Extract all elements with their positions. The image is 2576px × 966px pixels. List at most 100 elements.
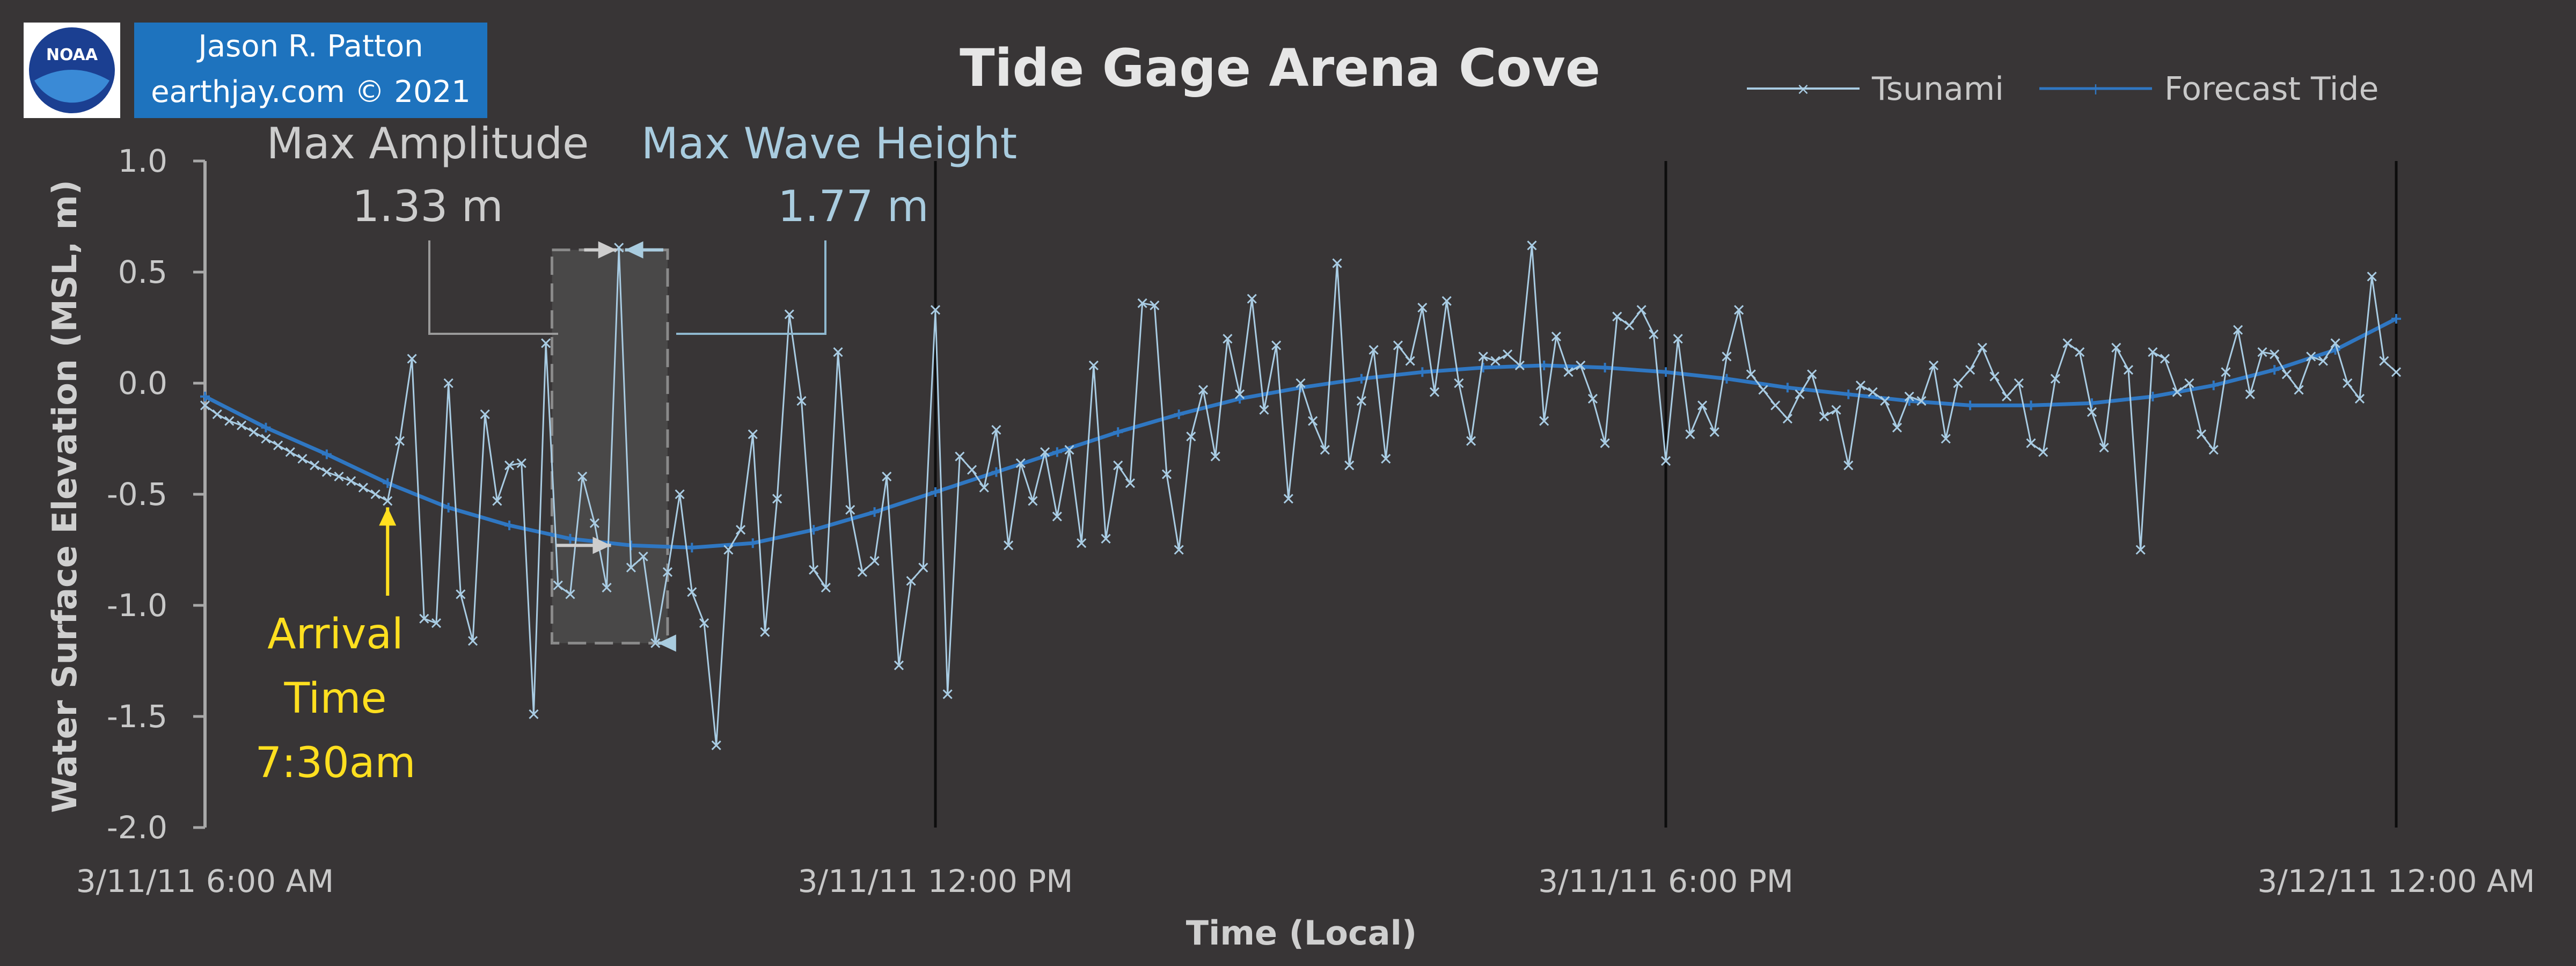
data-point-tsunami [1040, 447, 1050, 457]
data-point-tsunami [1101, 533, 1111, 544]
y-ticks: 1.0 0.5 0.0 -0.5 -1.0 -1.5 -2.0 [107, 143, 205, 846]
y-tick-label: 0.0 [118, 365, 167, 401]
data-point-tsunami [2306, 352, 2316, 362]
data-point-tsunami [443, 378, 453, 389]
data-point-tsunami [1734, 305, 1744, 315]
data-point-tsunami [918, 562, 928, 573]
data-point-forecast-tide [931, 487, 940, 497]
data-point-tsunami [1198, 385, 1209, 395]
data-point-tsunami [1746, 369, 1756, 379]
data-point-tsunami [1332, 258, 1342, 268]
series-layer [200, 240, 2402, 750]
data-point-tsunami [857, 567, 867, 577]
data-point-tsunami [1296, 378, 1306, 389]
data-point-tsunami [273, 440, 283, 450]
data-point-tsunami [1125, 478, 1135, 488]
data-point-tsunami [1113, 460, 1123, 471]
data-point-tsunami [2135, 545, 2146, 555]
data-point-tsunami [1210, 451, 1220, 462]
data-point-forecast-tide [1782, 383, 1792, 393]
credit-author: Jason R. Patton [196, 29, 423, 64]
data-point-forecast-tide [1235, 393, 1245, 404]
data-point-tsunami [821, 582, 831, 592]
arrival-label-line2: Time [284, 675, 387, 723]
data-point-tsunami [869, 556, 880, 566]
data-point-tsunami [930, 305, 941, 315]
data-point-tsunami [553, 580, 563, 590]
data-point-tsunami [1429, 387, 1440, 397]
data-point-tsunami [2294, 385, 2304, 395]
data-point-tsunami [2087, 407, 2097, 417]
data-point-tsunami [784, 309, 794, 319]
data-point-tsunami [2330, 338, 2340, 348]
data-point-tsunami [2233, 325, 2243, 335]
data-point-tsunami [310, 460, 320, 471]
data-point-tsunami [541, 338, 551, 348]
data-point-forecast-tide [443, 502, 453, 513]
data-point-tsunami [1795, 389, 1805, 399]
data-point-tsunami [699, 618, 709, 628]
data-point-tsunami [2245, 389, 2255, 399]
data-point-tsunami [370, 489, 380, 500]
data-point-forecast-tide [2208, 380, 2219, 391]
data-point-tsunami [2197, 429, 2207, 440]
data-point-tsunami [1770, 400, 1781, 411]
data-point-tsunami [1527, 240, 1537, 251]
data-point-tsunami [1782, 414, 1792, 424]
data-point-tsunami [2367, 272, 2377, 282]
legend-marker-tsunami: × [1796, 80, 1810, 99]
data-point-forecast-tide [991, 467, 1001, 477]
data-point-tsunami [1807, 369, 1817, 379]
arrival-label-line1: Arrival [267, 610, 403, 658]
data-point-tsunami [1880, 396, 1890, 406]
data-point-forecast-tide [1965, 400, 1975, 411]
data-point-tsunami [1259, 405, 1269, 415]
data-point-tsunami [955, 451, 965, 462]
data-point-tsunami [1843, 460, 1854, 471]
data-point-tsunami [467, 636, 478, 646]
arrival-label-line3: 7:30am [255, 739, 416, 787]
data-point-tsunami [1758, 385, 1768, 395]
data-point-tsunami [2172, 387, 2182, 397]
data-point-tsunami [1722, 352, 1732, 362]
data-point-tsunami [297, 453, 308, 464]
max-amplitude-label: Max Amplitude [267, 119, 589, 169]
data-point-tsunami [1356, 396, 1366, 406]
arrival-time-arrow [379, 507, 397, 596]
data-point-tsunami [2208, 445, 2219, 455]
data-point-tsunami [1381, 453, 1391, 464]
data-point-tsunami [2062, 338, 2073, 348]
data-point-tsunami [1503, 349, 1513, 360]
data-point-tsunami [1855, 380, 1865, 391]
data-point-forecast-tide [1417, 367, 1428, 377]
data-point-tsunami [687, 587, 697, 597]
data-point-tsunami [1052, 511, 1062, 522]
x-ticks: 3/11/11 6:00 AM 3/11/11 12:00 PM 3/11/11 6… [76, 863, 2535, 899]
data-point-tsunami [212, 409, 222, 420]
data-point-tsunami [979, 482, 989, 493]
data-point-tsunami [723, 545, 734, 555]
data-point-forecast-tide [321, 449, 332, 459]
data-point-tsunami [1660, 456, 1671, 466]
data-point-tsunami [796, 396, 807, 406]
y-axis-title: Water Surface Elevation (MSL, m) [45, 180, 84, 813]
data-point-tsunami [419, 613, 429, 624]
data-point-forecast-tide [200, 391, 210, 401]
data-point-tsunami [1928, 360, 1939, 370]
data-point-tsunami [236, 420, 247, 430]
data-point-forecast-tide [1478, 363, 1488, 373]
data-point-tsunami [1868, 387, 1878, 397]
data-point-tsunami [1320, 445, 1330, 455]
x-tick-label: 3/11/11 12:00 PM [798, 863, 1073, 899]
data-point-tsunami [1150, 301, 1160, 311]
data-point-forecast-tide [1661, 367, 1671, 377]
data-point-tsunami [833, 347, 843, 357]
data-point-tsunami [2270, 349, 2280, 360]
data-point-tsunami [809, 565, 819, 575]
noaa-logo: NOAA [24, 23, 120, 118]
data-point-tsunami [1441, 296, 1452, 306]
data-point-tsunami [1977, 342, 1987, 353]
data-point-tsunami [650, 638, 661, 648]
data-point-tsunami [894, 660, 904, 670]
